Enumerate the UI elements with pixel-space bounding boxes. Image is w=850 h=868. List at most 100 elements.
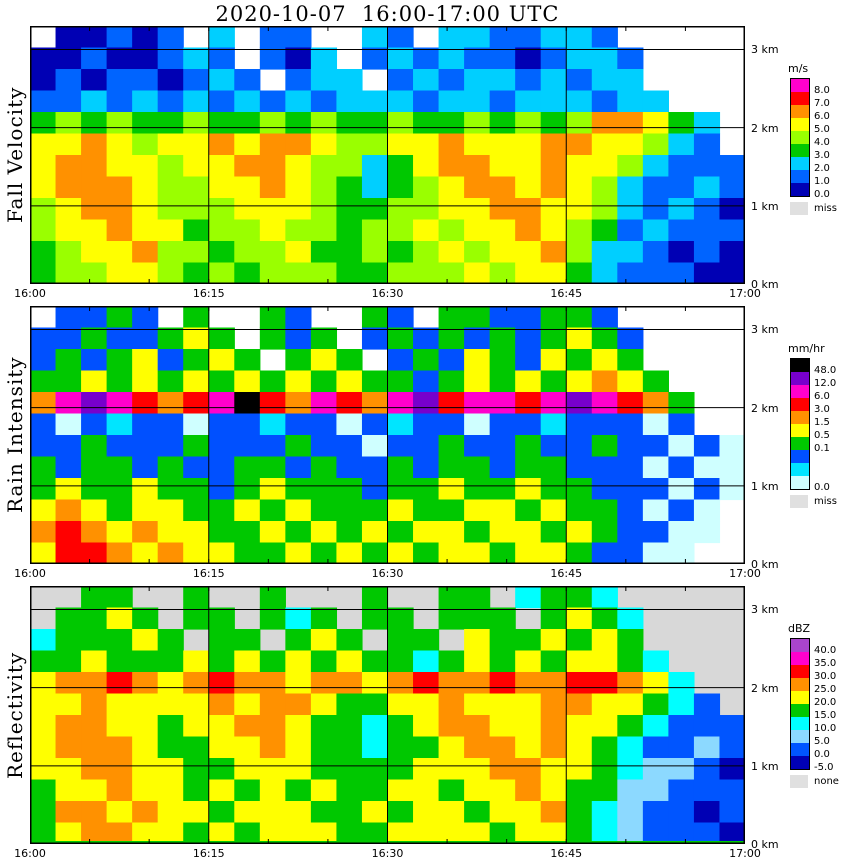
- rain-intensity-heatmap: [30, 306, 745, 564]
- colorbar-tick-label: 2.0: [814, 163, 830, 174]
- colorbar-tick-label: 5.0: [814, 736, 830, 747]
- reflectivity-heatmap: [30, 586, 745, 844]
- colorbar-cell: [791, 372, 809, 385]
- colorbar-cell: [791, 665, 809, 678]
- colorbar-tick-label: 12.0: [814, 378, 837, 389]
- colorbar-tick-label: 8.0: [814, 85, 830, 96]
- height-tick-label: 2 km: [751, 401, 779, 415]
- colorbar-tick-label: 40.0: [814, 645, 837, 656]
- height-tick-label: 3 km: [751, 323, 779, 337]
- colorbar-cell: [791, 678, 809, 691]
- colorbar-cell: [791, 118, 809, 131]
- colorbar-cell: [791, 411, 809, 424]
- x-tick-label: 16:30: [371, 567, 404, 580]
- reflectivity-colorbar: [790, 638, 810, 770]
- colorbar-cell: [791, 476, 809, 489]
- height-tick-label: 3 km: [751, 43, 779, 57]
- colorbar-missing-swatch: [790, 202, 808, 215]
- colorbar-tick-label: 10.0: [814, 723, 837, 734]
- colorbar-cell: [791, 157, 809, 170]
- colorbar-cell: [791, 450, 809, 463]
- colorbar-tick-label: 1.5: [814, 417, 830, 428]
- colorbar-cell: [791, 131, 809, 144]
- colorbar-tick-label: 6.0: [814, 391, 830, 402]
- colorbar-cell: [791, 730, 809, 743]
- colorbar-cell: [791, 704, 809, 717]
- height-tick-label: 0 km: [751, 558, 779, 571]
- colorbar-missing-label: miss: [814, 203, 837, 214]
- height-tick-label: 2 km: [751, 121, 779, 135]
- reflectivity-axis-label: Reflectivity: [3, 651, 27, 779]
- colorbar-missing-swatch: [790, 495, 808, 508]
- rain-intensity-axis-label: Rain Intensity: [3, 356, 27, 514]
- x-tick-label: 16:45: [550, 847, 583, 860]
- colorbar-cell: [791, 170, 809, 183]
- colorbar-cell: [791, 756, 809, 769]
- colorbar-unit-label: dBZ: [788, 622, 811, 635]
- x-tick-label: 16:30: [371, 287, 404, 300]
- colorbar-unit-label: m/s: [788, 62, 809, 75]
- colorbar-cell: [791, 144, 809, 157]
- x-tick-label: 16:15: [192, 567, 225, 580]
- colorbar-cell: [791, 424, 809, 437]
- fall-velocity-axis-label: Fall Velocity: [3, 86, 27, 224]
- x-tick-label: 16:45: [550, 287, 583, 300]
- colorbar-missing-label: miss: [814, 496, 837, 507]
- x-tick-label: 17:00: [729, 847, 761, 860]
- colorbar-unit-label: mm/hr: [788, 342, 825, 355]
- colorbar-tick-label: 0.1: [814, 443, 830, 454]
- colorbar-cell: [791, 639, 809, 652]
- colorbar-tick-label: 20.0: [814, 697, 837, 708]
- colorbar-cell: [791, 105, 809, 118]
- colorbar-cell: [791, 437, 809, 450]
- colorbar-cell: [791, 652, 809, 665]
- colorbar-tick-label: 5.0: [814, 124, 830, 135]
- colorbar-tick-label: 48.0: [814, 365, 837, 376]
- colorbar-cell: [791, 79, 809, 92]
- x-tick-label: 16:00: [14, 287, 46, 300]
- colorbar-tick-label: -5.0: [814, 762, 834, 773]
- colorbar-tick-label: 30.0: [814, 671, 837, 682]
- colorbar-tick-label: 3.0: [814, 404, 830, 415]
- colorbar-tick-label: 6.0: [814, 111, 830, 122]
- colorbar-cell: [791, 743, 809, 756]
- fall-velocity-heatmap: [30, 26, 745, 284]
- colorbar-cell: [791, 92, 809, 105]
- colorbar-cell: [791, 183, 809, 196]
- colorbar-tick-label: 15.0: [814, 710, 837, 721]
- height-tick-label: 1 km: [751, 759, 779, 773]
- colorbar-missing-label: none: [814, 776, 839, 787]
- height-tick-label: 2 km: [751, 681, 779, 695]
- height-tick-label: 3 km: [751, 603, 779, 617]
- figure-title: 2020-10-07 16:00-17:00 UTC: [215, 2, 560, 26]
- x-tick-label: 17:00: [729, 567, 761, 580]
- colorbar-tick-label: 35.0: [814, 658, 837, 669]
- x-tick-label: 16:15: [192, 847, 225, 860]
- height-tick-label: 0 km: [751, 278, 779, 291]
- colorbar-tick-label: 25.0: [814, 684, 837, 695]
- x-tick-label: 16:45: [550, 567, 583, 580]
- x-tick-label: 16:15: [192, 287, 225, 300]
- colorbar-cell: [791, 359, 809, 372]
- colorbar-tick-label: 1.0: [814, 176, 830, 187]
- colorbar-tick-label: 3.0: [814, 150, 830, 161]
- x-tick-label: 16:00: [14, 567, 46, 580]
- colorbar-tick-label: 0.0: [814, 189, 830, 200]
- colorbar-cell: [791, 691, 809, 704]
- colorbar-missing-swatch: [790, 775, 808, 788]
- x-tick-label: 16:00: [14, 847, 46, 860]
- colorbar-cell: [791, 463, 809, 476]
- fall-velocity-colorbar: [790, 78, 810, 197]
- x-tick-label: 16:30: [371, 847, 404, 860]
- colorbar-tick-label: 7.0: [814, 98, 830, 109]
- colorbar-cell: [791, 385, 809, 398]
- colorbar-tick-label: 0.0: [814, 749, 830, 760]
- height-tick-label: 1 km: [751, 479, 779, 493]
- colorbar-cell: [791, 717, 809, 730]
- rain-intensity-colorbar: [790, 358, 810, 490]
- colorbar-cell: [791, 398, 809, 411]
- colorbar-tick-label: 0.5: [814, 430, 830, 441]
- x-tick-label: 17:00: [729, 287, 761, 300]
- height-tick-label: 1 km: [751, 199, 779, 213]
